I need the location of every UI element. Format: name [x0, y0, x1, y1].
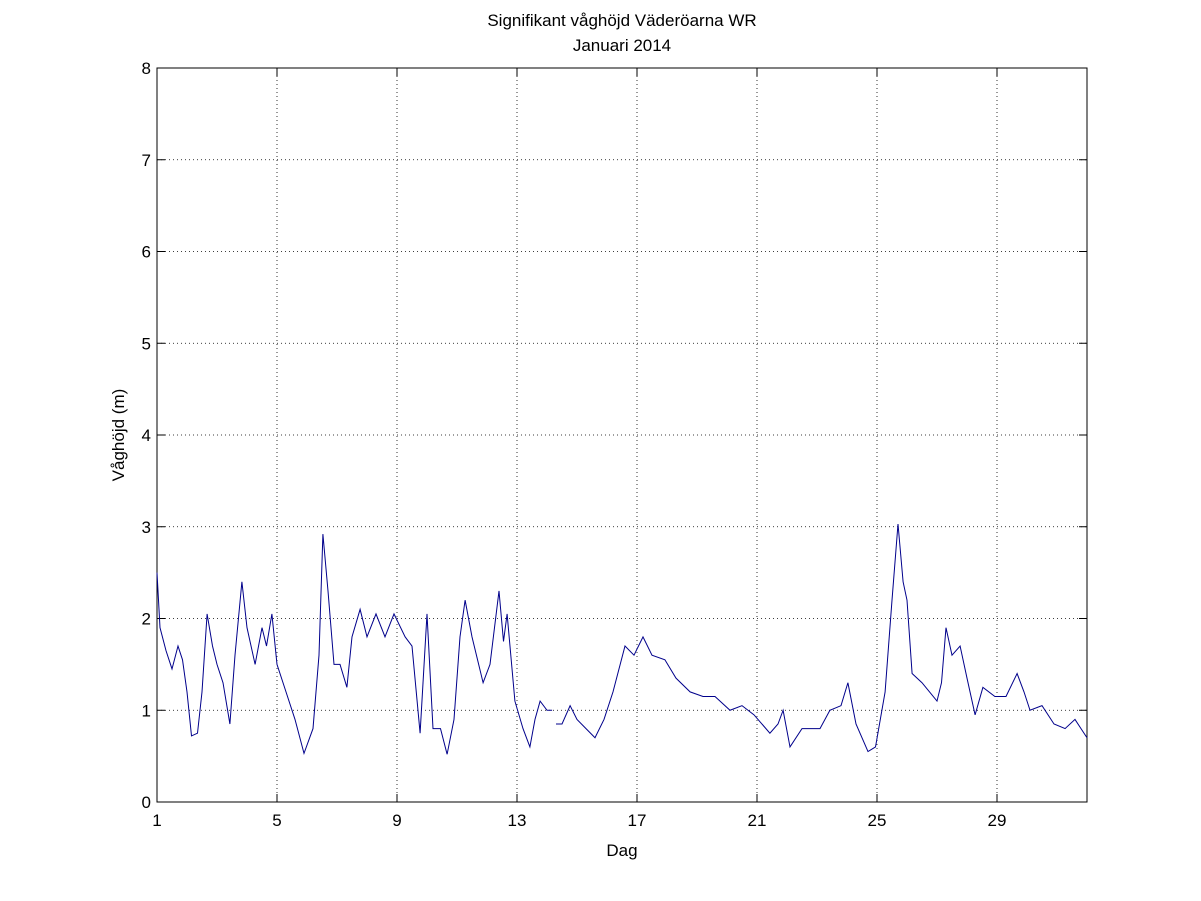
chart-subtitle: Januari 2014 [573, 36, 671, 55]
x-tick-label: 17 [628, 811, 647, 830]
x-tick-label: 1 [152, 811, 161, 830]
x-tick-label: 13 [508, 811, 527, 830]
x-tick-label: 5 [272, 811, 281, 830]
y-tick-label: 6 [142, 243, 151, 262]
y-tick-label: 0 [142, 793, 151, 812]
y-tick-label: 7 [142, 151, 151, 170]
y-axis-label: Våghöjd (m) [109, 389, 128, 482]
x-axis-label: Dag [606, 841, 637, 860]
chart-title: Signifikant våghöjd Väderöarna WR [487, 11, 756, 30]
x-tick-label: 25 [868, 811, 887, 830]
y-tick-label: 3 [142, 518, 151, 537]
axes-box [156, 67, 1088, 803]
y-tick-label: 4 [142, 426, 151, 445]
x-tick-label: 21 [748, 811, 767, 830]
y-tick-label: 5 [142, 334, 151, 353]
data-line [156, 523, 1088, 756]
x-tick-label: 29 [988, 811, 1007, 830]
y-tick-label: 8 [142, 59, 151, 78]
x-tick-label: 9 [392, 811, 401, 830]
y-tick-label: 2 [142, 610, 151, 629]
y-tick-label: 1 [142, 701, 151, 720]
